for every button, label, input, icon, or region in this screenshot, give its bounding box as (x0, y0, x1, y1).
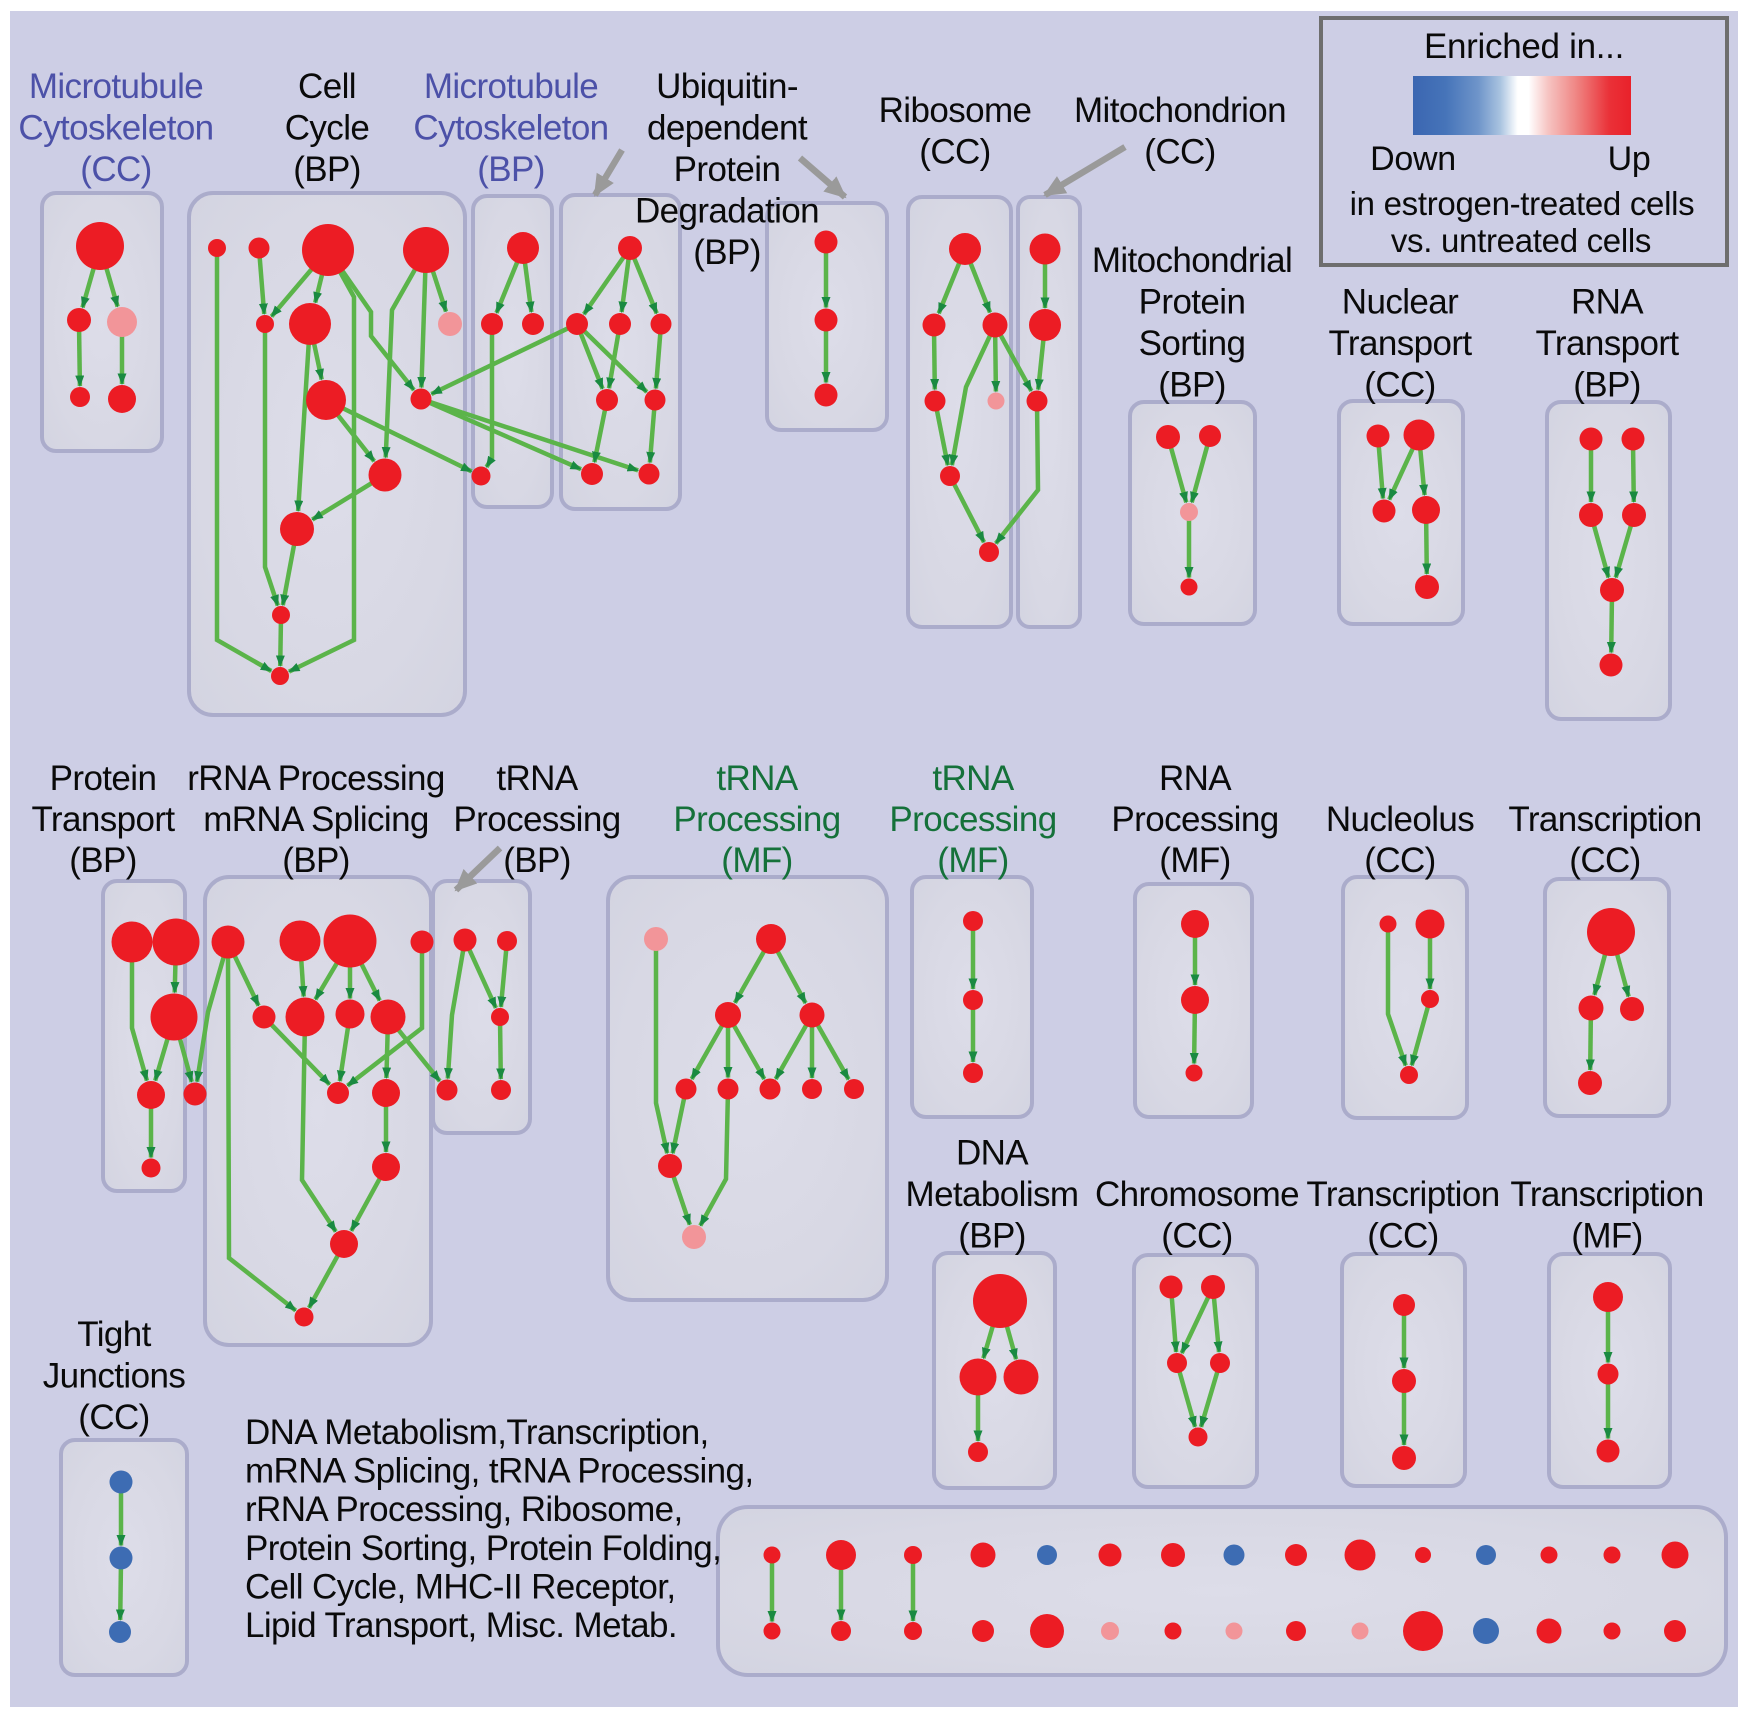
svg-text:Up: Up (1608, 140, 1651, 178)
svg-text:Chromosome: Chromosome (1095, 1175, 1299, 1214)
svg-text:(CC): (CC) (1364, 366, 1435, 405)
svg-text:Down: Down (1370, 140, 1456, 178)
svg-text:(BP): (BP) (693, 233, 761, 272)
svg-text:(BP): (BP) (282, 841, 350, 880)
svg-text:Transport: Transport (1328, 324, 1472, 363)
svg-text:(BP): (BP) (477, 150, 545, 189)
svg-text:(CC): (CC) (1364, 841, 1435, 880)
svg-text:Processing: Processing (889, 800, 1056, 839)
svg-text:dependent: dependent (647, 109, 808, 148)
svg-text:rRNA Processing, Ribosome,: rRNA Processing, Ribosome, (245, 1490, 683, 1529)
svg-text:(MF): (MF) (1159, 841, 1230, 880)
svg-text:Protein: Protein (674, 150, 781, 189)
svg-text:Transcription: Transcription (1510, 1175, 1703, 1214)
svg-text:(CC): (CC) (1161, 1217, 1232, 1256)
svg-text:Processing: Processing (673, 800, 840, 839)
svg-text:Degradation: Degradation (635, 192, 819, 231)
svg-text:in estrogen-treated cells: in estrogen-treated cells (1350, 185, 1695, 222)
svg-text:(CC): (CC) (78, 1398, 149, 1437)
svg-text:(BP): (BP) (293, 150, 361, 189)
svg-text:mRNA Splicing, tRNA Processing: mRNA Splicing, tRNA Processing, (245, 1452, 754, 1491)
svg-text:Ribosome: Ribosome (879, 91, 1032, 130)
svg-text:DNA: DNA (956, 1134, 1029, 1173)
svg-text:DNA Metabolism,Transcription,: DNA Metabolism,Transcription, (245, 1413, 709, 1452)
svg-text:(BP): (BP) (503, 841, 571, 880)
svg-text:Metabolism: Metabolism (906, 1175, 1079, 1214)
svg-text:tRNA: tRNA (716, 759, 798, 798)
svg-text:(CC): (CC) (1144, 133, 1215, 172)
svg-text:tRNA: tRNA (932, 759, 1014, 798)
svg-text:Lipid Transport, Misc. Metab.: Lipid Transport, Misc. Metab. (245, 1606, 677, 1645)
svg-text:(BP): (BP) (1573, 366, 1641, 405)
svg-text:vs. untreated cells: vs. untreated cells (1391, 222, 1651, 259)
svg-text:(MF): (MF) (721, 841, 792, 880)
svg-text:Protein Sorting, Protein Foldi: Protein Sorting, Protein Folding, (245, 1529, 721, 1568)
svg-text:(CC): (CC) (1569, 841, 1640, 880)
svg-text:(MF): (MF) (1571, 1217, 1642, 1256)
svg-text:Cell Cycle, MHC-II Receptor,: Cell Cycle, MHC-II Receptor, (245, 1567, 676, 1606)
svg-text:RNA: RNA (1159, 759, 1232, 798)
svg-text:Microtubule: Microtubule (424, 67, 598, 106)
svg-text:Nucleolus: Nucleolus (1326, 800, 1474, 839)
svg-text:Junctions: Junctions (43, 1357, 186, 1396)
svg-text:(CC): (CC) (1367, 1217, 1438, 1256)
svg-text:rRNA Processing: rRNA Processing (187, 759, 444, 798)
svg-text:(CC): (CC) (919, 133, 990, 172)
svg-text:(BP): (BP) (69, 841, 137, 880)
svg-text:(BP): (BP) (1158, 366, 1226, 405)
svg-text:(BP): (BP) (958, 1217, 1026, 1256)
svg-text:Nuclear: Nuclear (1342, 283, 1459, 322)
svg-text:Microtubule: Microtubule (29, 67, 203, 106)
svg-text:Protein: Protein (1139, 283, 1246, 322)
svg-text:Processing: Processing (453, 800, 620, 839)
svg-text:Cell: Cell (298, 67, 356, 106)
svg-text:Tight: Tight (77, 1315, 151, 1354)
svg-text:tRNA: tRNA (496, 759, 578, 798)
svg-text:Sorting: Sorting (1139, 324, 1246, 363)
svg-text:Ubiquitin-: Ubiquitin- (656, 67, 798, 106)
svg-text:Cytoskeleton: Cytoskeleton (18, 109, 213, 148)
svg-text:Processing: Processing (1111, 800, 1278, 839)
svg-text:(CC): (CC) (80, 150, 151, 189)
svg-text:Transcription: Transcription (1508, 800, 1701, 839)
svg-text:Mitochondrial: Mitochondrial (1092, 241, 1292, 280)
svg-text:Transport: Transport (1535, 324, 1679, 363)
svg-text:Cycle: Cycle (285, 109, 370, 148)
svg-text:mRNA Splicing: mRNA Splicing (203, 800, 429, 839)
svg-text:Cytoskeleton: Cytoskeleton (413, 109, 608, 148)
svg-text:(MF): (MF) (937, 841, 1008, 880)
svg-text:Transcription: Transcription (1306, 1175, 1499, 1214)
svg-text:Mitochondrion: Mitochondrion (1074, 91, 1286, 130)
svg-text:RNA: RNA (1571, 283, 1644, 322)
svg-text:Transport: Transport (31, 800, 175, 839)
svg-text:Enriched in...: Enriched in... (1424, 27, 1624, 66)
svg-text:Protein: Protein (50, 759, 157, 798)
